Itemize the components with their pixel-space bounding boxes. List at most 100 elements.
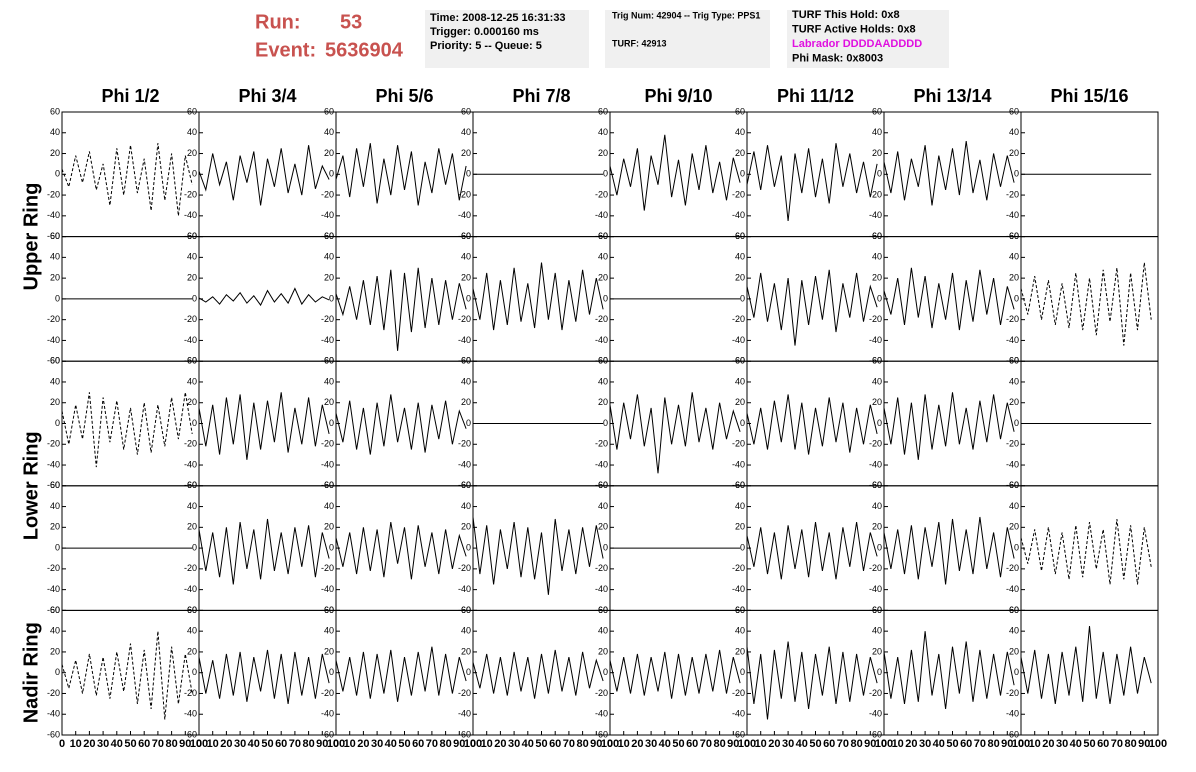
waveform [335,522,467,580]
y-tick-label: -20 [47,314,60,324]
y-tick-label: -40 [1006,335,1019,345]
y-tick-label: 20 [324,522,334,532]
y-tick-label: 60 [872,231,882,241]
x-tick-label: 60 [138,738,150,750]
y-tick-label: 20 [50,646,60,656]
y-tick-label: 20 [872,646,882,656]
y-tick-label: 40 [324,252,334,262]
x-tick-label: 0 [744,738,750,750]
x-tick-label: 90 [1138,738,1150,750]
y-tick-label: 60 [735,605,745,615]
y-tick-label: -40 [184,210,197,220]
info-line: Priority: 5 -- Queue: 5 [430,40,542,52]
waveform [335,143,467,206]
x-tick-label: 0 [881,738,887,750]
y-tick-label: 20 [50,397,60,407]
y-tick-label: 20 [735,397,745,407]
y-tick-label: 40 [50,252,60,262]
y-tick-label: -60 [458,605,471,615]
waveform [746,394,878,455]
y-tick-label: 40 [872,252,882,262]
x-tick-label: 30 [234,738,246,750]
panel-frame [472,609,611,736]
y-tick-label: 0 [466,542,471,552]
y-tick-label: 60 [324,605,334,615]
y-tick-label: 20 [735,522,745,532]
y-tick-label: 40 [735,626,745,636]
x-tick-label: 90 [316,738,328,750]
x-tick-label: 70 [837,738,849,750]
y-tick-label: -40 [595,335,608,345]
y-tick-label: -20 [1006,314,1019,324]
x-tick-label: 10 [481,738,493,750]
y-tick-label: -60 [595,605,608,615]
y-tick-label: -60 [1006,605,1019,615]
column-title: Phi 1/2 [101,86,159,106]
y-tick-label: -40 [47,335,60,345]
y-tick-label: 0 [877,169,882,179]
x-tick-label: 100 [601,738,619,750]
y-tick-label: 20 [1009,273,1019,283]
y-tick-label: -60 [184,605,197,615]
y-tick-label: -20 [869,688,882,698]
event-label: Event: [255,39,316,61]
x-tick-label: 20 [220,738,232,750]
run-number: 53 [340,11,362,33]
y-tick-label: 0 [466,169,471,179]
x-tick-label: 50 [398,738,410,750]
y-tick-label: -20 [595,563,608,573]
y-tick-label: -40 [458,210,471,220]
y-tick-label: -20 [869,314,882,324]
waveform [746,269,878,346]
y-tick-label: 20 [187,148,197,158]
y-tick-label: 20 [598,397,608,407]
y-tick-label: -40 [732,584,745,594]
y-tick-label: 60 [735,106,745,116]
waveform [335,267,467,351]
panel-frame [746,360,885,487]
y-tick-label: 40 [187,501,197,511]
y-tick-label: 40 [598,626,608,636]
x-tick-label: 100 [1149,738,1167,750]
y-tick-label: 40 [324,127,334,137]
y-tick-label: 40 [324,376,334,386]
x-tick-label: 50 [261,738,273,750]
y-tick-label: 60 [735,356,745,366]
panel-frame [883,360,1022,487]
y-tick-label: 40 [50,501,60,511]
y-tick-label: -60 [458,356,471,366]
y-tick-label: -40 [47,459,60,469]
y-tick-label: 60 [872,480,882,490]
y-tick-label: -60 [869,231,882,241]
y-tick-label: -60 [595,729,608,739]
y-tick-label: 20 [461,522,471,532]
y-tick-label: 0 [740,542,745,552]
y-tick-label: -60 [184,729,197,739]
x-tick-label: 60 [1097,738,1109,750]
y-tick-label: 0 [740,169,745,179]
y-tick-label: -60 [458,480,471,490]
waveform [198,392,330,460]
panel-frame [335,111,474,238]
waveform [746,641,878,720]
y-tick-label: 0 [466,667,471,677]
y-tick-label: 20 [50,273,60,283]
y-tick-label: 0 [1014,667,1019,677]
info-line: Trigger: 0.000160 ms [430,26,539,38]
x-tick-label: 80 [439,738,451,750]
x-tick-label: 30 [371,738,383,750]
y-tick-label: 60 [598,356,608,366]
x-tick-label: 80 [576,738,588,750]
y-tick-label: 20 [735,646,745,656]
x-tick-label: 100 [327,738,345,750]
waveform [746,143,878,222]
y-tick-label: 20 [324,646,334,656]
y-tick-label: 20 [598,273,608,283]
y-tick-label: 0 [192,169,197,179]
x-tick-label: 70 [1111,738,1123,750]
x-tick-label: 20 [631,738,643,750]
x-tick-label: 70 [700,738,712,750]
y-tick-label: -60 [184,480,197,490]
info-box [425,10,589,68]
y-tick-label: -40 [732,709,745,719]
